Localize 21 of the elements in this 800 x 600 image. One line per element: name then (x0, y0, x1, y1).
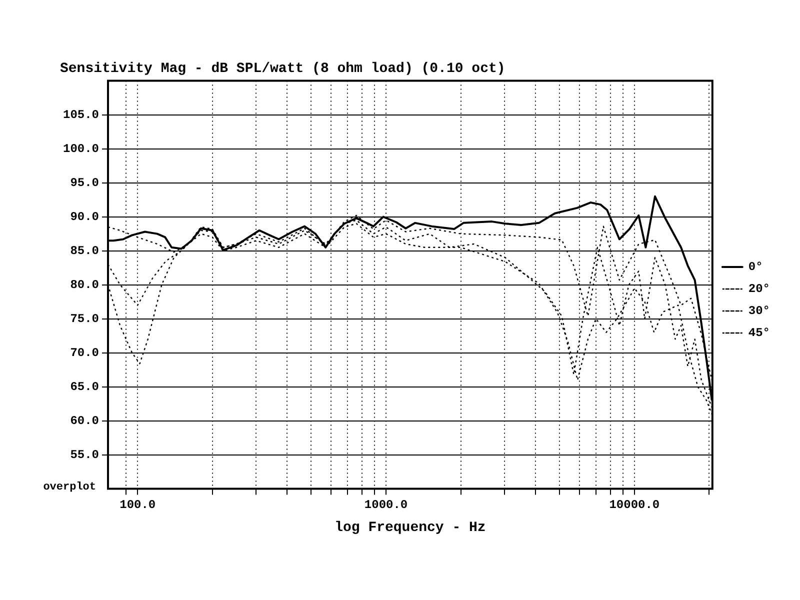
y-tick-label: 90.0 (70, 210, 100, 224)
text: overplot (43, 482, 96, 494)
y-tick-label: 75.0 (70, 312, 100, 326)
legend-label: 20° (748, 282, 770, 296)
x-tick-label: 10000.0 (609, 498, 660, 512)
legend-label: 45° (748, 326, 770, 340)
y-tick-label: 80.0 (70, 278, 100, 292)
y-tick-label: 100.0 (62, 142, 100, 156)
legend-label: 0° (748, 260, 763, 274)
y-tick-label: 70.0 (70, 346, 100, 360)
y-tick-label: 55.0 (70, 448, 100, 462)
x-axis-title: log Frequency - Hz (334, 520, 486, 536)
legend-label: 30° (748, 304, 770, 318)
x-tick-label: 100.0 (120, 498, 156, 512)
y-tick-label: 105.0 (62, 108, 100, 122)
y-tick-label: 60.0 (70, 414, 100, 428)
chart-title: Sensitivity Mag - dB SPL/watt (8 ohm load) (0.10 oct) (60, 60, 506, 77)
y-tick-label: 95.0 (70, 176, 100, 190)
x-tick-label: 1000.0 (364, 498, 408, 512)
y-tick-label: 65.0 (70, 380, 100, 394)
y-tick-label: 85.0 (70, 244, 100, 258)
